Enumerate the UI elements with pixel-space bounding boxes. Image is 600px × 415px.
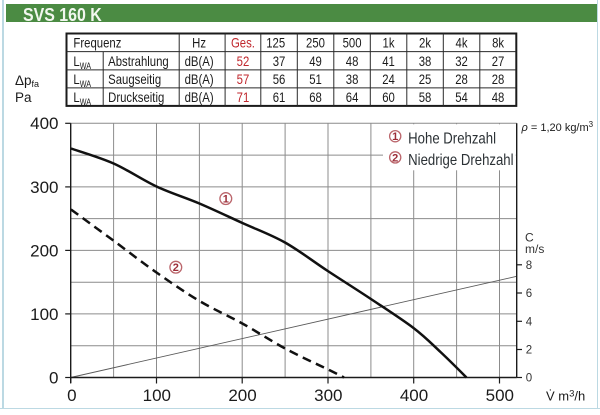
svg-text:61: 61 <box>273 89 286 106</box>
svg-text:28: 28 <box>492 71 505 88</box>
svg-text:68: 68 <box>309 89 322 106</box>
svg-text:41: 41 <box>382 53 395 70</box>
svg-text:54: 54 <box>455 89 468 106</box>
svg-text:2: 2 <box>392 152 398 164</box>
svg-text:25: 25 <box>419 71 432 88</box>
svg-text:200: 200 <box>30 241 58 260</box>
svg-text:100: 100 <box>143 386 171 405</box>
svg-text:Niedrige Drehzahl: Niedrige Drehzahl <box>408 152 513 169</box>
svg-text:125: 125 <box>266 34 285 51</box>
svg-text:0: 0 <box>526 373 532 385</box>
svg-text:Saugseitig: Saugseitig <box>108 71 161 88</box>
svg-text:57: 57 <box>237 71 250 88</box>
svg-text:48: 48 <box>492 89 505 106</box>
svg-text:dB(A): dB(A) <box>185 53 214 70</box>
svg-text:ρ = 1,20 kg/m3: ρ = 1,20 kg/m3 <box>521 120 594 134</box>
svg-text:71: 71 <box>237 89 250 106</box>
svg-text:52: 52 <box>237 53 250 70</box>
svg-text:400: 400 <box>400 386 428 405</box>
svg-text:Hohe Drehzahl: Hohe Drehzahl <box>408 131 496 148</box>
svg-text:27: 27 <box>492 53 505 70</box>
svg-text:28: 28 <box>455 71 468 88</box>
svg-text:32: 32 <box>455 53 468 70</box>
svg-text:0: 0 <box>67 386 76 405</box>
svg-text:dB(A): dB(A) <box>185 89 214 106</box>
svg-text:60: 60 <box>382 89 395 106</box>
svg-text:49: 49 <box>309 53 322 70</box>
svg-text:400: 400 <box>30 114 58 133</box>
svg-text:8: 8 <box>526 260 532 272</box>
svg-text:6: 6 <box>526 288 532 300</box>
svg-text:0: 0 <box>49 368 58 387</box>
svg-text:Druckseitig: Druckseitig <box>108 89 164 106</box>
svg-text:48: 48 <box>346 53 359 70</box>
svg-text:Frequenz: Frequenz <box>73 34 121 51</box>
svg-text:500: 500 <box>343 34 362 51</box>
svg-text:64: 64 <box>346 89 359 106</box>
svg-text:4k: 4k <box>456 34 468 51</box>
svg-text:1: 1 <box>392 131 398 143</box>
svg-text:100: 100 <box>30 305 58 324</box>
svg-text:2k: 2k <box>419 34 431 51</box>
svg-text:56: 56 <box>273 71 286 88</box>
svg-text:500: 500 <box>486 386 514 405</box>
svg-text:250: 250 <box>306 34 325 51</box>
svg-text:58: 58 <box>419 89 432 106</box>
svg-text:51: 51 <box>309 71 322 88</box>
svg-text:300: 300 <box>314 386 342 405</box>
svg-text:C: C <box>525 231 534 245</box>
svg-text:200: 200 <box>228 386 256 405</box>
svg-text:Hz: Hz <box>192 34 206 51</box>
svg-text:dB(A): dB(A) <box>185 71 214 88</box>
svg-text:2: 2 <box>173 262 179 274</box>
svg-text:4: 4 <box>526 316 533 328</box>
svg-text:1k: 1k <box>383 34 395 51</box>
svg-text:Abstrahlung: Abstrahlung <box>108 53 169 70</box>
svg-text:38: 38 <box>419 53 432 70</box>
svg-text:V̇ m3/h: V̇ m3/h <box>546 389 585 404</box>
svg-text:m/s: m/s <box>525 242 544 256</box>
svg-text:2: 2 <box>526 345 532 357</box>
svg-text:24: 24 <box>382 71 395 88</box>
svg-text:300: 300 <box>30 178 58 197</box>
svg-text:Ges.: Ges. <box>231 34 255 51</box>
svg-text:38: 38 <box>346 71 359 88</box>
svg-text:37: 37 <box>273 53 286 70</box>
svg-text:8k: 8k <box>492 34 504 51</box>
svg-text:1: 1 <box>223 194 229 206</box>
